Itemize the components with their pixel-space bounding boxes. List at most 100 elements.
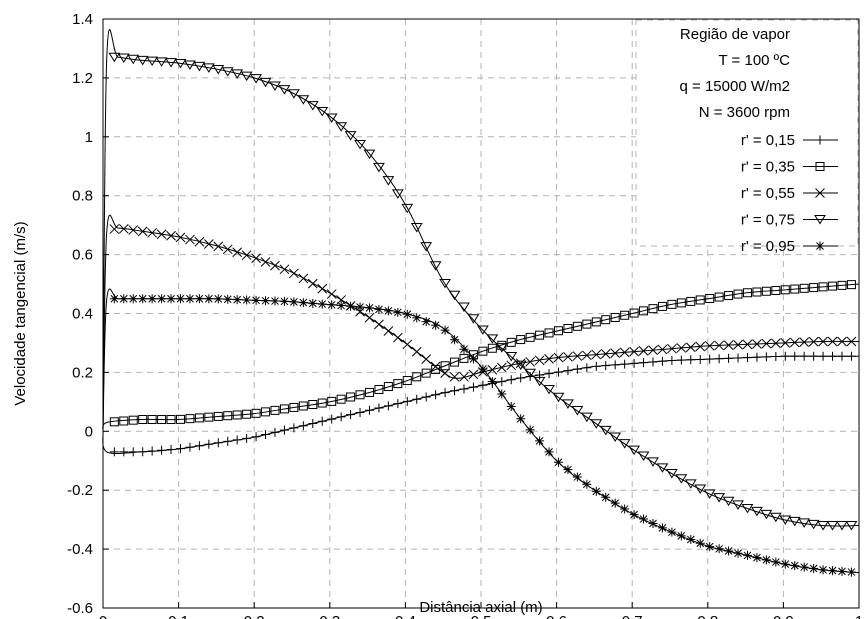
series-point: [714, 544, 724, 554]
series-point: [771, 557, 781, 567]
series-point: [251, 432, 261, 442]
series-point: [202, 63, 215, 73]
series-point: [128, 447, 138, 457]
series-point: [118, 223, 129, 234]
series-point: [571, 406, 584, 416]
series-point: [354, 139, 366, 150]
series-point: [138, 415, 148, 425]
series-point: [837, 336, 847, 347]
series-point: [174, 58, 187, 69]
series-point: [393, 307, 403, 317]
series-point: [676, 531, 686, 541]
series-point: [837, 280, 847, 290]
series-point: [695, 354, 705, 364]
series-point: [194, 236, 205, 247]
series-point: [582, 319, 592, 329]
series-point: [287, 89, 300, 99]
series-point: [610, 360, 620, 370]
series-point: [742, 288, 752, 298]
series-point: [648, 304, 658, 314]
series-point: [165, 58, 177, 68]
series-point: [119, 416, 129, 426]
series-point: [544, 328, 554, 338]
series-point: [733, 353, 743, 363]
series-point: [686, 296, 696, 306]
series-point: [544, 447, 554, 457]
series-point: [582, 479, 592, 489]
series-point: [639, 306, 649, 316]
series-point: [355, 306, 365, 317]
series-point: [771, 351, 781, 361]
series-point: [298, 401, 308, 411]
series-point: [308, 298, 318, 308]
series-point: [478, 380, 488, 390]
series-point: [194, 294, 204, 304]
series-point: [298, 273, 309, 284]
series-point: [837, 351, 847, 361]
series-point: [136, 55, 149, 66]
series-point: [629, 346, 639, 357]
series-point: [647, 457, 659, 467]
series-point: [665, 469, 678, 479]
series-point: [440, 361, 450, 371]
series-3: [102, 214, 860, 432]
series-point: [563, 366, 573, 376]
series-point: [563, 465, 573, 475]
series-point: [374, 384, 384, 394]
series-point: [147, 227, 157, 238]
series-point: [675, 474, 688, 484]
series-point: [657, 344, 668, 355]
series-point: [119, 447, 129, 457]
series-point: [307, 278, 318, 289]
series-point: [581, 350, 592, 361]
series-point: [714, 354, 724, 364]
y-tick-label: 0.6: [72, 247, 93, 264]
series-point: [355, 390, 365, 400]
series-point: [497, 389, 507, 399]
series-point: [516, 414, 526, 424]
series-point: [818, 282, 828, 292]
series-point: [505, 351, 518, 362]
series-1: [102, 351, 859, 457]
series-point: [638, 346, 649, 356]
series-point: [610, 498, 620, 508]
series-point: [780, 351, 790, 361]
series-point: [676, 343, 687, 353]
series-point: [648, 357, 658, 367]
series-point: [828, 351, 838, 361]
series-point: [449, 371, 460, 382]
series-point: [752, 553, 762, 563]
series-point: [572, 472, 582, 482]
series-point: [525, 356, 535, 367]
series-point: [590, 419, 603, 429]
series-point: [401, 203, 414, 214]
legend-header-line: q = 15000 W/m2: [680, 78, 790, 95]
series-point: [232, 435, 242, 445]
series-point: [184, 60, 196, 70]
series-point: [713, 493, 726, 503]
x-tick-label: 0.9: [773, 613, 794, 619]
series-point: [194, 413, 204, 423]
legend-label: r' = 0,15: [741, 132, 795, 149]
series-point: [175, 294, 185, 304]
series-point: [213, 241, 224, 252]
series-point: [402, 309, 412, 319]
series-point: [421, 392, 431, 402]
x-tick-label: 0.3: [319, 613, 340, 619]
series-4: [102, 28, 860, 531]
series-point: [722, 496, 735, 507]
series-point: [780, 559, 790, 569]
series-point: [346, 301, 356, 311]
series-point: [544, 369, 554, 379]
series-point: [468, 369, 479, 380]
y-tick-label: 1.2: [72, 70, 93, 87]
y-tick-label: 1: [85, 129, 93, 146]
series-point: [458, 302, 470, 312]
series-point: [656, 463, 669, 473]
series-point: [175, 444, 185, 454]
series-point: [733, 289, 743, 299]
series-point: [836, 521, 848, 531]
series-point: [450, 357, 460, 367]
series-point: [657, 301, 667, 311]
series-point: [306, 101, 319, 111]
